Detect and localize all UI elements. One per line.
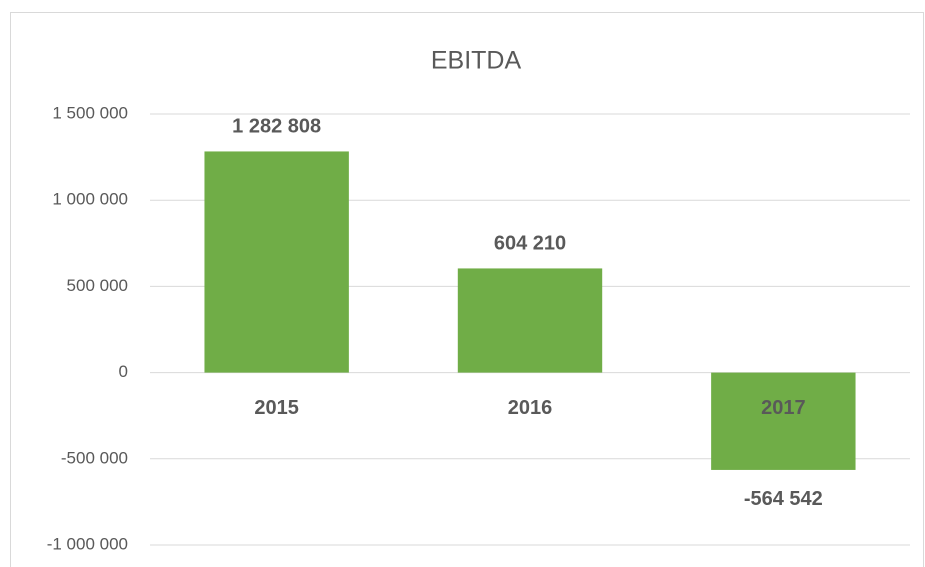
y-tick-label: -1 000 000: [47, 534, 128, 553]
y-tick-label: 1 500 000: [52, 103, 128, 122]
data-label: 1 282 808: [232, 116, 321, 138]
x-tick-label: 2017: [761, 397, 806, 419]
bar: [204, 151, 349, 373]
data-label: 604 210: [494, 233, 566, 255]
bar: [457, 268, 603, 373]
y-tick-label: 0: [119, 362, 128, 381]
data-label: -564 542: [744, 488, 823, 510]
y-tick-label: 1 000 000: [52, 190, 128, 209]
chart-title: EBITDA: [431, 47, 522, 75]
x-tick-label: 2015: [254, 397, 299, 419]
bar: [711, 372, 856, 470]
x-tick-label: 2016: [508, 397, 553, 419]
y-tick-label: -500 000: [61, 448, 128, 467]
y-tick-label: 500 000: [67, 276, 128, 295]
